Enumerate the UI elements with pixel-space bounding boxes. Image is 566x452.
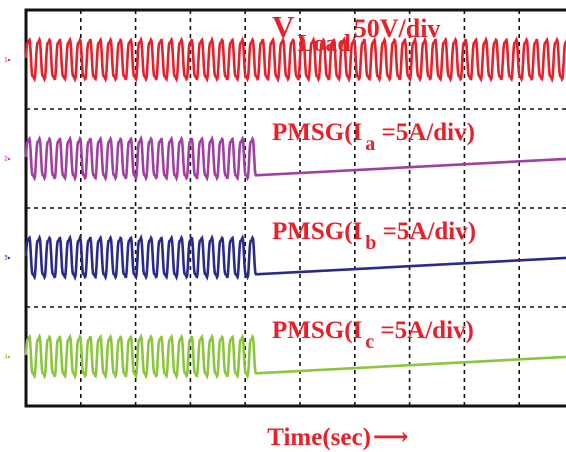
trace-label-scale: =5A/div) xyxy=(374,317,474,344)
trace-label-ch4: PMSG(I c =5A/div) xyxy=(272,317,474,353)
trace-label-scale: =5A/div) xyxy=(376,218,476,245)
trace-label-subscript: c xyxy=(365,331,374,353)
trace-label-scale: =5A/div) xyxy=(375,119,475,146)
channel-marker-3: 3▸ xyxy=(4,255,11,262)
trace-ch1 xyxy=(24,35,566,84)
trace-label-main: PMSG(I xyxy=(272,218,362,245)
x-axis-label: Time(sec)⟶ xyxy=(267,424,409,451)
trace-label-subscript: Load xyxy=(297,31,351,57)
trace-label-main: PMSG(I xyxy=(272,119,362,146)
trace-label-ch2: PMSG(I a =5A/div) xyxy=(272,119,475,155)
trace-label-ch3: PMSG(I b =5A/div) xyxy=(272,218,476,254)
channel-marker-1: 1▸ xyxy=(4,57,11,64)
trace-label-main: PMSG(I xyxy=(272,317,362,344)
channel-marker-4: 4▸ xyxy=(4,354,11,361)
trace-label-main: V xyxy=(272,9,295,44)
channel-markers: 1▸ 2▸ 3▸ 4▸ xyxy=(4,57,11,361)
x-axis-label-text: Time(sec) xyxy=(267,424,371,451)
trace-ch3 xyxy=(24,233,566,281)
trace-label-scale: 50V/div xyxy=(354,14,441,43)
trace-label-ch1: V Load50V/div xyxy=(272,9,440,57)
trace-label-subscript: a xyxy=(365,133,375,155)
trace-ch4 xyxy=(24,332,566,380)
channel-marker-2: 2▸ xyxy=(4,156,11,163)
trace-ch2 xyxy=(24,134,566,182)
trace-label-subscript: b xyxy=(365,232,376,254)
x-axis-arrow: ⟶ xyxy=(373,424,409,451)
waveform-traces xyxy=(24,35,566,380)
